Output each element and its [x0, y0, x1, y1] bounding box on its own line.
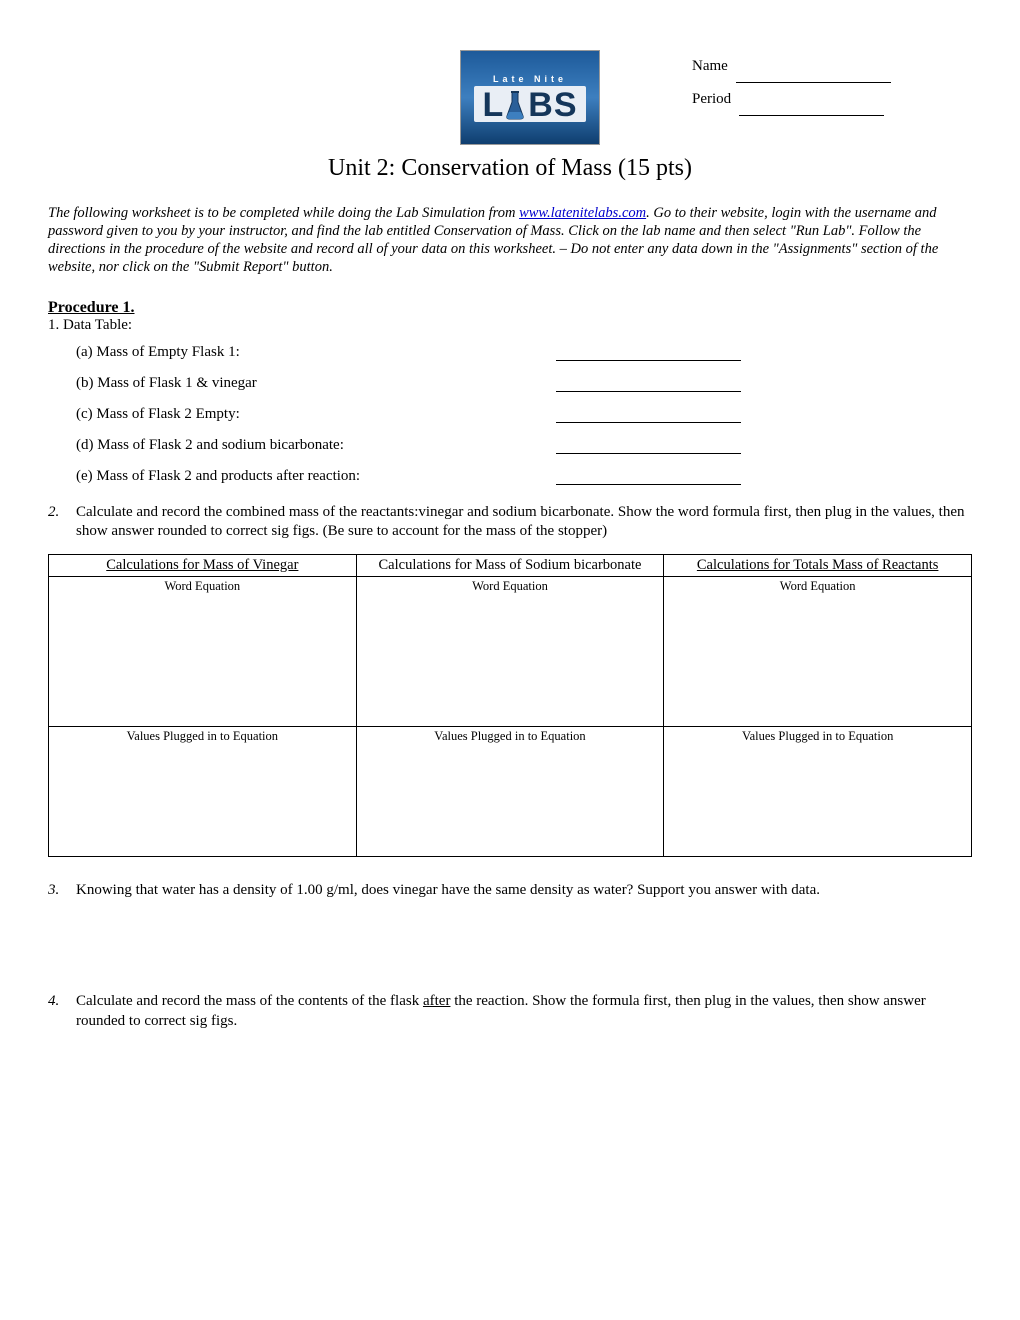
logo-top-text: Late Nite: [493, 74, 567, 84]
period-field-row: Period: [692, 83, 972, 116]
q3-number: 3.: [48, 881, 76, 901]
label-d: (d) Mass of Flask 2 and sodium bicarbona…: [76, 437, 556, 454]
header-row: Late Nite L BS Name Period: [48, 50, 972, 145]
question-4: 4. Calculate and record the mass of the …: [48, 992, 972, 1031]
period-blank-line[interactable]: [739, 115, 884, 116]
label-a: (a) Mass of Empty Flask 1:: [76, 344, 556, 361]
question-2: 2. Calculate and record the combined mas…: [48, 503, 972, 542]
data-row-c: (c) Mass of Flask 2 Empty:: [76, 406, 972, 423]
calc-header-row: Calculations for Mass of Vinegar Calcula…: [49, 554, 972, 576]
blank-c[interactable]: [556, 409, 741, 423]
values-row: Values Plugged in to Equation Values Plu…: [49, 726, 972, 856]
period-label: Period: [692, 91, 731, 107]
latenitelabs-link[interactable]: www.latenitelabs.com: [519, 205, 646, 221]
data-row-b: (b) Mass of Flask 1 & vinegar: [76, 375, 972, 392]
procedure-1: Procedure 1. 1. Data Table: (a) Mass of …: [48, 299, 972, 485]
blank-e[interactable]: [556, 471, 741, 485]
data-row-a: (a) Mass of Empty Flask 1:: [76, 344, 972, 361]
label-e: (e) Mass of Flask 2 and products after r…: [76, 468, 556, 485]
label-c: (c) Mass of Flask 2 Empty:: [76, 406, 556, 423]
values-1[interactable]: Values Plugged in to Equation: [49, 726, 357, 856]
q3-text: Knowing that water has a density of 1.00…: [76, 881, 972, 901]
calc-h2: Calculations for Mass of Sodium bicarbon…: [379, 557, 642, 573]
q2-text: Calculate and record the combined mass o…: [76, 503, 972, 542]
calc-h1: Calculations for Mass of Vinegar: [106, 557, 298, 573]
procedure-heading: Procedure 1.: [48, 299, 972, 317]
logo-main-text: L BS: [474, 86, 585, 122]
q2-number: 2.: [48, 503, 76, 542]
word-equation-row: Word Equation Word Equation Word Equatio…: [49, 576, 972, 726]
question-3: 3. Knowing that water has a density of 1…: [48, 881, 972, 901]
blank-d[interactable]: [556, 440, 741, 454]
blank-a[interactable]: [556, 347, 741, 361]
name-period-block: Name Period: [692, 50, 972, 116]
name-field-row: Name: [692, 50, 972, 83]
q3-answer-space[interactable]: [48, 912, 972, 992]
data-row-e: (e) Mass of Flask 2 and products after r…: [76, 468, 972, 485]
q4-after: after: [423, 993, 450, 1009]
blank-b[interactable]: [556, 378, 741, 392]
page-title: Unit 2: Conservation of Mass (15 pts): [48, 155, 972, 182]
data-row-d: (d) Mass of Flask 2 and sodium bicarbona…: [76, 437, 972, 454]
calculations-table: Calculations for Mass of Vinegar Calcula…: [48, 554, 972, 857]
late-nite-labs-logo: Late Nite L BS: [460, 50, 600, 145]
values-3[interactable]: Values Plugged in to Equation: [664, 726, 972, 856]
logo-wrap: Late Nite L BS: [390, 50, 670, 145]
word-eq-1[interactable]: Word Equation: [49, 576, 357, 726]
intro-paragraph: The following worksheet is to be complet…: [48, 204, 972, 277]
intro-part1: The following worksheet is to be complet…: [48, 205, 519, 221]
values-2[interactable]: Values Plugged in to Equation: [356, 726, 664, 856]
q4-number: 4.: [48, 992, 76, 1031]
word-eq-2[interactable]: Word Equation: [356, 576, 664, 726]
calc-h3: Calculations for Totals Mass of Reactant…: [697, 557, 939, 573]
q4-text: Calculate and record the mass of the con…: [76, 992, 972, 1031]
data-table-label: 1. Data Table:: [48, 317, 972, 334]
flask-icon: [504, 90, 526, 120]
label-b: (b) Mass of Flask 1 & vinegar: [76, 375, 556, 392]
word-eq-3[interactable]: Word Equation: [664, 576, 972, 726]
q4-pre: Calculate and record the mass of the con…: [76, 993, 423, 1009]
data-table: (a) Mass of Empty Flask 1: (b) Mass of F…: [76, 344, 972, 485]
name-label: Name: [692, 58, 728, 74]
